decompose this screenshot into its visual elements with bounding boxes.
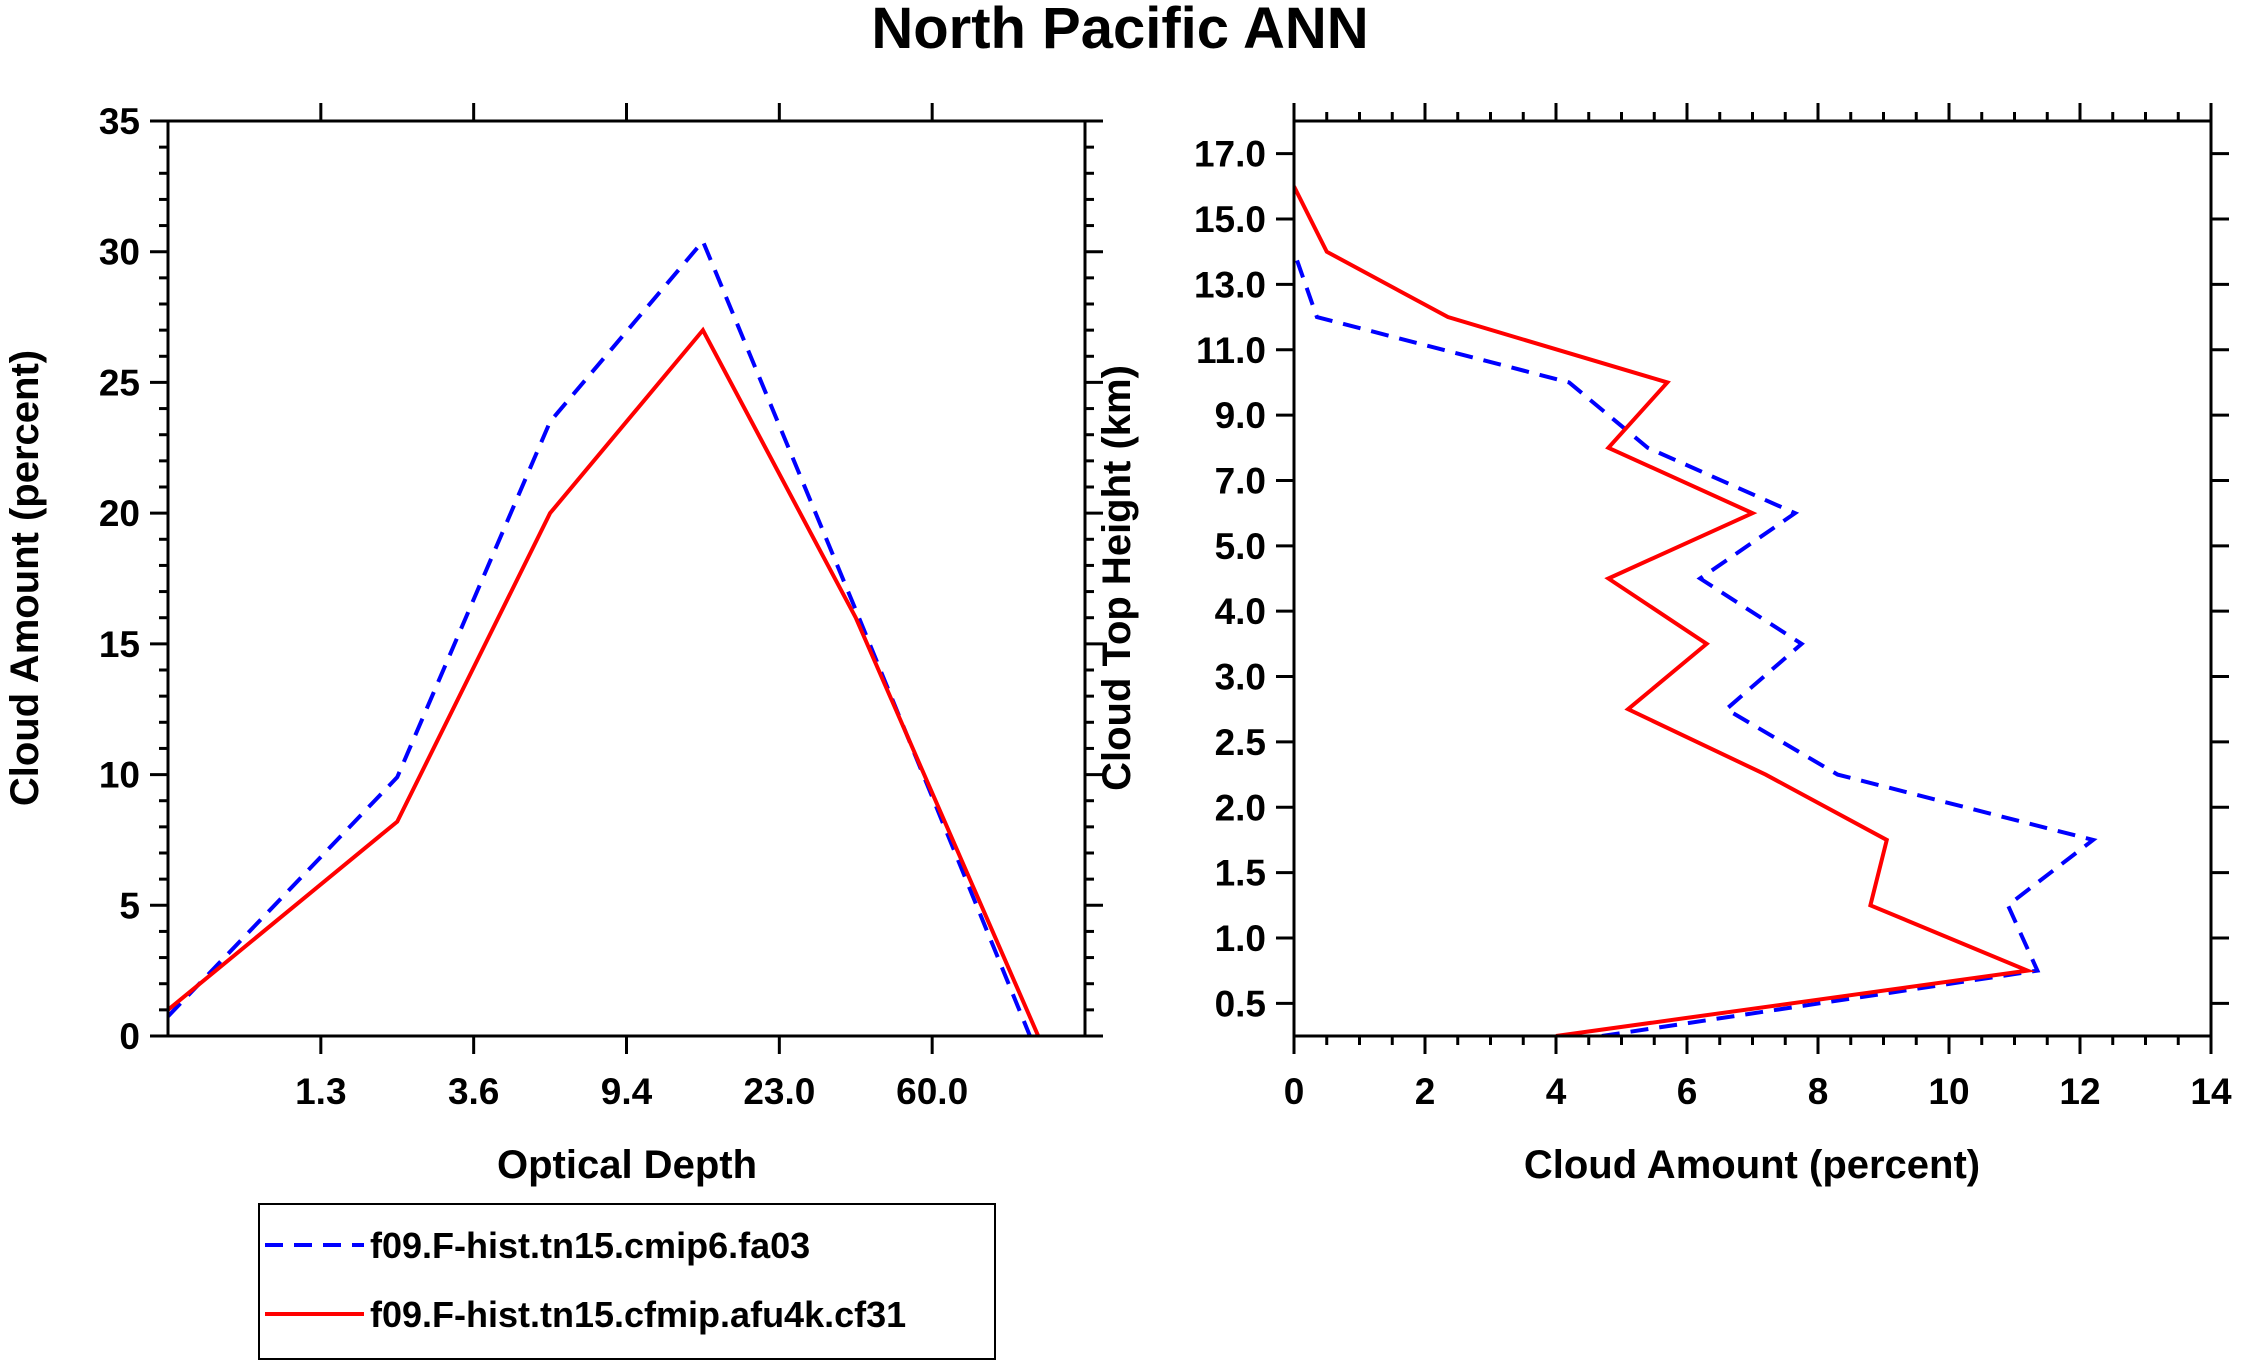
right-x-tick-label: 12 (2059, 1071, 2100, 1112)
cloud-top-height-panel: 0 2 4 6 8 10 12 14 0.5 1.0 1.5 2.0 2.5 3.0 4.0 5.0 7.0 9.… (1095, 103, 2232, 1187)
left-series-1-line (168, 237, 1033, 1036)
left-x-tick-label: 3.6 (448, 1071, 499, 1112)
left-y-tick-label: 0 (119, 1016, 140, 1057)
right-series-2-line (1294, 185, 2036, 1036)
right-y-tick-label: 7.0 (1215, 460, 1266, 501)
right-x-tick-label: 14 (2190, 1071, 2232, 1112)
left-y-tick-label: 15 (99, 624, 140, 665)
right-y-tick-label: 15.0 (1194, 199, 1266, 240)
legend-frame (258, 1203, 996, 1360)
right-x-tick-label: 6 (1677, 1071, 1698, 1112)
left-x-tick-label: 23.0 (743, 1071, 815, 1112)
left-y-tick-label: 35 (99, 101, 140, 142)
left-y-tick-label: 30 (99, 232, 140, 273)
left-y-axis-label: Cloud Amount (percent) (3, 350, 47, 806)
left-x-tick-label: 1.3 (295, 1071, 346, 1112)
legend: f09.F-hist.tn15.cmip6.fa03 f09.F-hist.tn… (258, 1203, 996, 1360)
right-y-tick-label: 3.0 (1215, 657, 1266, 698)
right-plot-frame (1292, 119, 2213, 1038)
left-y-tick-label: 10 (99, 755, 140, 796)
right-y-tick-label: 9.0 (1215, 395, 1266, 436)
right-x-tick-label: 0 (1284, 1071, 1305, 1112)
right-y-tick-label: 4.0 (1215, 591, 1266, 632)
legend-label-series-2: f09.F-hist.tn15.cfmip.afu4k.cf31 (370, 1294, 906, 1335)
left-x-tick-label: 9.4 (601, 1071, 653, 1112)
left-x-axis-label: Optical Depth (497, 1143, 757, 1187)
left-y-tick-label: 20 (99, 493, 140, 534)
right-y-tick-label: 0.5 (1215, 983, 1266, 1024)
right-y-tick-label: 11.0 (1196, 330, 1266, 371)
right-x-tick-label: 10 (1928, 1071, 1969, 1112)
right-y-tick-label: 1.5 (1215, 853, 1266, 894)
right-y-tick-label: 2.0 (1215, 787, 1266, 828)
left-y-tick-label: 5 (119, 885, 140, 926)
left-series-2-line (168, 326, 1041, 1036)
right-x-axis-label: Cloud Amount (percent) (1524, 1143, 1980, 1187)
right-y-tick-label: 13.0 (1194, 264, 1266, 305)
right-y-axis-label: Cloud Top Height (km) (1095, 365, 1139, 791)
left-y-tick-label: 25 (99, 362, 140, 403)
right-y-tick-label: 5.0 (1215, 526, 1266, 567)
right-x-tick-label: 4 (1546, 1071, 1567, 1112)
left-x-tick-label: 60.0 (896, 1071, 968, 1112)
optical-depth-panel: 0 5 10 15 20 25 30 35 1.3 3.6 9.4 23.0 60.0 Optical … (3, 101, 1103, 1187)
chart-title: North Pacific ANN (871, 0, 1368, 61)
right-x-tick-label: 8 (1808, 1071, 1829, 1112)
right-y-tick-label: 17.0 (1194, 134, 1266, 175)
right-y-tick-label: 2.5 (1215, 722, 1266, 763)
right-x-tick-label: 2 (1415, 1071, 1436, 1112)
right-y-tick-label: 1.0 (1215, 918, 1266, 959)
right-series-1-line (1294, 251, 2098, 1036)
legend-label-series-1: f09.F-hist.tn15.cmip6.fa03 (370, 1225, 810, 1266)
